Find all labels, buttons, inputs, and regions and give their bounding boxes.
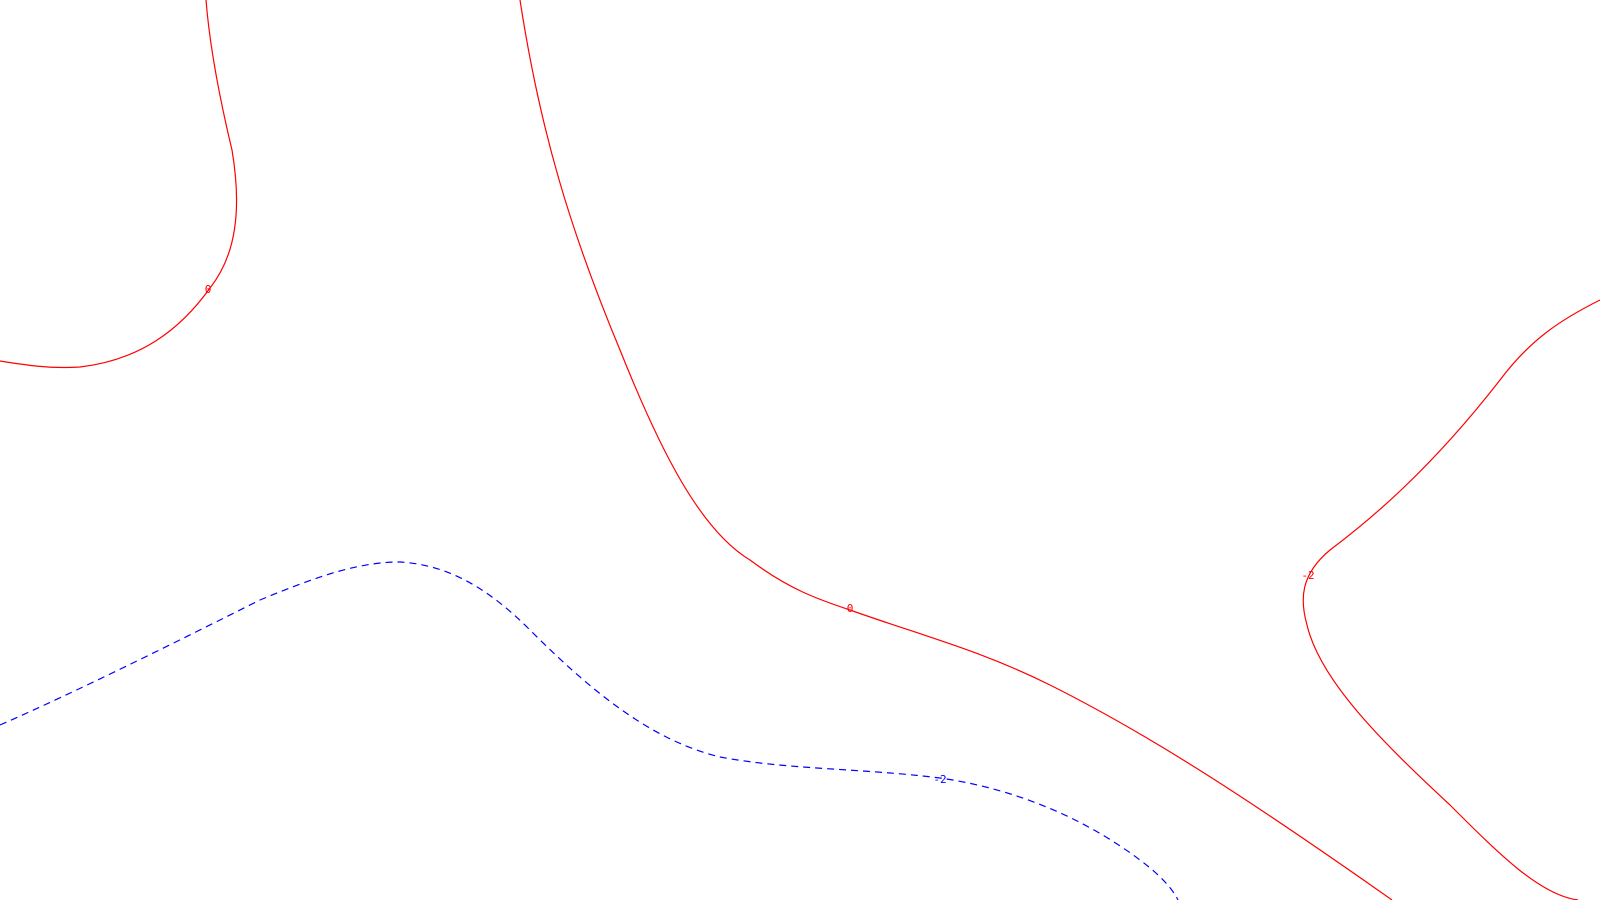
contour-label-bottom: -2 bbox=[933, 773, 946, 786]
contour-line-red-center bbox=[519, 0, 1393, 900]
contour-line-red-top-left bbox=[0, 0, 238, 369]
contour-label-center: 0 bbox=[847, 602, 854, 615]
contour-label-right: -2 bbox=[1301, 569, 1314, 582]
contour-label-top-left: 0 bbox=[205, 283, 212, 296]
contour-line-blue-bottom bbox=[0, 561, 1179, 900]
contour-line-red-right bbox=[1302, 299, 1600, 900]
